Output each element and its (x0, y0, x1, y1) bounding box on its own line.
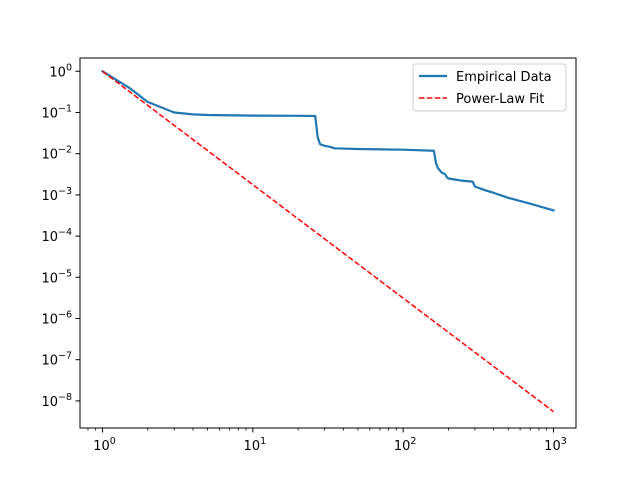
x-tick-label: 100 (93, 436, 116, 454)
y-tick-label-exponent: −3 (58, 186, 72, 197)
y-tick-label-base: 10 (49, 65, 66, 80)
y-tick-label-base: 10 (41, 106, 58, 121)
x-tick-label-base: 10 (394, 439, 411, 454)
y-tick-label-exponent: 0 (66, 62, 72, 73)
legend-box (412, 63, 567, 112)
y-tick-label-exponent: −4 (58, 227, 72, 238)
y-tick-label-base: 10 (41, 189, 58, 204)
y-tick-label: 10−4 (41, 227, 72, 245)
x-tick-label-base: 10 (544, 439, 561, 454)
y-tick-label-base: 10 (41, 395, 58, 410)
y-tick-label: 10−6 (41, 309, 72, 327)
x-tick-label-exponent: 2 (410, 436, 416, 447)
y-tick-label-base: 10 (41, 354, 58, 369)
x-tick-label: 102 (394, 436, 417, 454)
y-tick-label: 10−3 (41, 186, 72, 204)
x-axis: 100 101 102 103 (87, 428, 567, 454)
y-tick-label: 10−2 (41, 145, 72, 163)
axes-frame (79, 57, 577, 429)
legend-label-1: Power-Law Fit (456, 92, 544, 107)
y-tick-label: 100 (49, 62, 72, 80)
x-tick-label-exponent: 0 (110, 436, 116, 447)
y-tick-label-base: 10 (41, 230, 58, 245)
y-tick-label-exponent: −8 (58, 392, 72, 403)
y-tick-label-exponent: −1 (58, 103, 72, 114)
legend-label-0: Empirical Data (456, 70, 552, 85)
y-tick-label-base: 10 (41, 148, 58, 163)
plot-area (79, 57, 577, 429)
y-tick-label-exponent: −2 (58, 145, 72, 156)
y-tick-label-base: 10 (41, 312, 58, 327)
y-tick-label: 10−8 (41, 392, 72, 410)
y-tick-label: 10−7 (41, 351, 72, 369)
x-tick-label-base: 10 (93, 439, 110, 454)
y-tick-label-exponent: −5 (58, 268, 72, 279)
x-tick-label-base: 10 (244, 439, 261, 454)
y-tick-label: 10−1 (41, 103, 72, 121)
y-tick-label-base: 10 (41, 271, 58, 286)
legend: Empirical Data Power-Law Fit (412, 63, 567, 112)
series-line-1 (102, 70, 554, 413)
x-tick-label: 103 (544, 436, 567, 454)
x-tick-label: 101 (244, 436, 267, 454)
series-layer (101, 69, 555, 413)
y-tick-label: 10−5 (41, 268, 72, 286)
x-tick-label-exponent: 3 (561, 436, 567, 447)
y-tick-label-exponent: −7 (58, 351, 72, 362)
series-line-0 (101, 69, 555, 212)
y-tick-label-exponent: −6 (58, 309, 72, 320)
x-tick-label-exponent: 1 (260, 436, 266, 447)
